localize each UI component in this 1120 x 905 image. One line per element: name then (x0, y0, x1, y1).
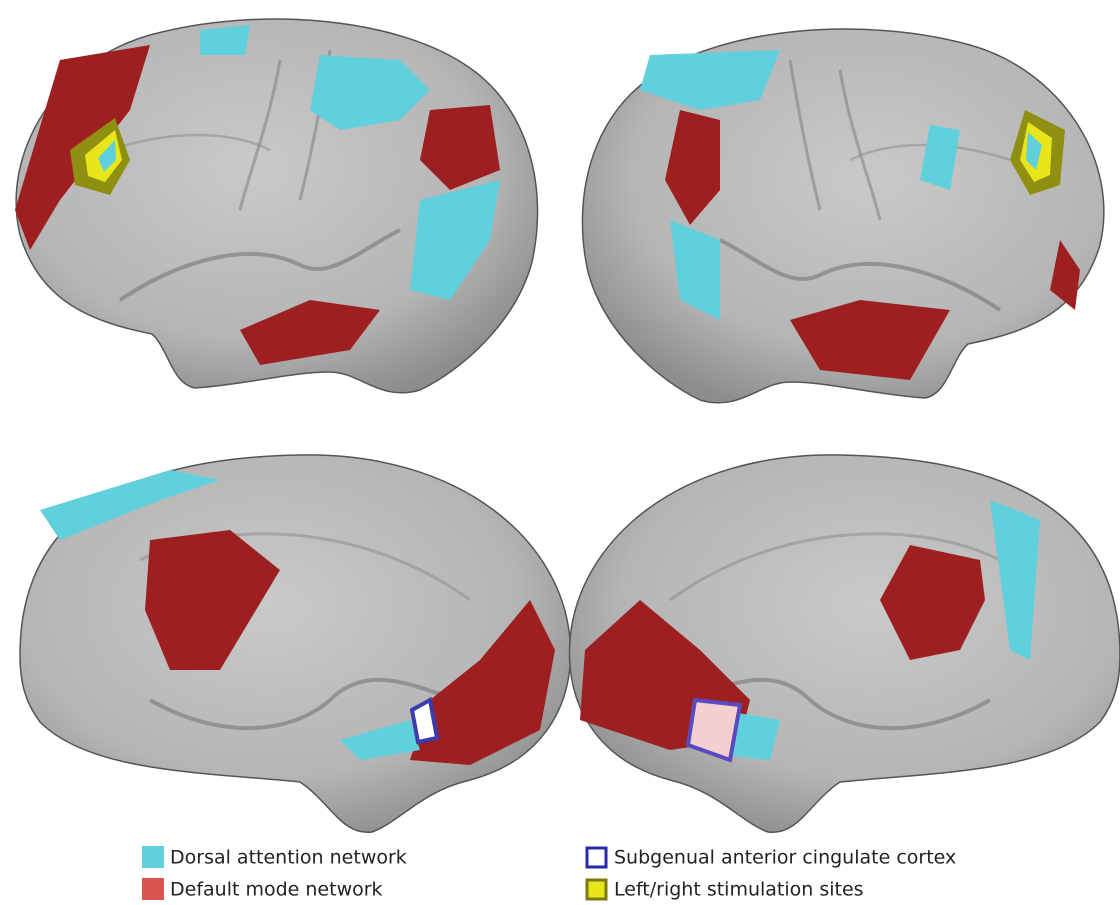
brain-right-medial (567, 452, 1120, 835)
dan-region (310, 55, 430, 130)
legend-swatch (142, 878, 164, 900)
legend: Dorsal attention network Default mode ne… (142, 846, 956, 901)
dan-region (340, 720, 420, 760)
legend-label: Dorsal attention network (170, 847, 407, 869)
dan-region (410, 180, 500, 300)
dmn-region (420, 105, 500, 190)
legend-label: Default mode network (170, 879, 383, 901)
legend-swatch (142, 846, 164, 868)
dmn-region (1050, 240, 1080, 310)
brain-left-medial (18, 452, 573, 835)
dmn-region (240, 300, 380, 365)
dan-region (990, 500, 1040, 660)
dan-region (98, 140, 116, 172)
sgacc-region (409, 696, 440, 745)
dmn-region (410, 600, 555, 765)
legend-label: Subgenual anterior cingulate cortex (614, 847, 956, 869)
dan-region (1026, 132, 1042, 170)
dan-region (670, 220, 720, 320)
dmn-region (880, 545, 985, 660)
dan-region (640, 50, 780, 110)
brain-right-lateral (580, 27, 1106, 405)
sgacc-region (685, 697, 743, 763)
dan-region (920, 125, 960, 190)
legend-label: Left/right stimulation sites (614, 879, 864, 901)
dan-region (200, 25, 250, 55)
dmn-region (145, 530, 280, 670)
dan-region (40, 470, 220, 540)
dmn-region (790, 300, 950, 380)
dmn-region (665, 110, 720, 225)
legend-swatch (585, 846, 608, 869)
legend-swatch (585, 878, 608, 901)
brain-left-lateral (14, 17, 540, 395)
